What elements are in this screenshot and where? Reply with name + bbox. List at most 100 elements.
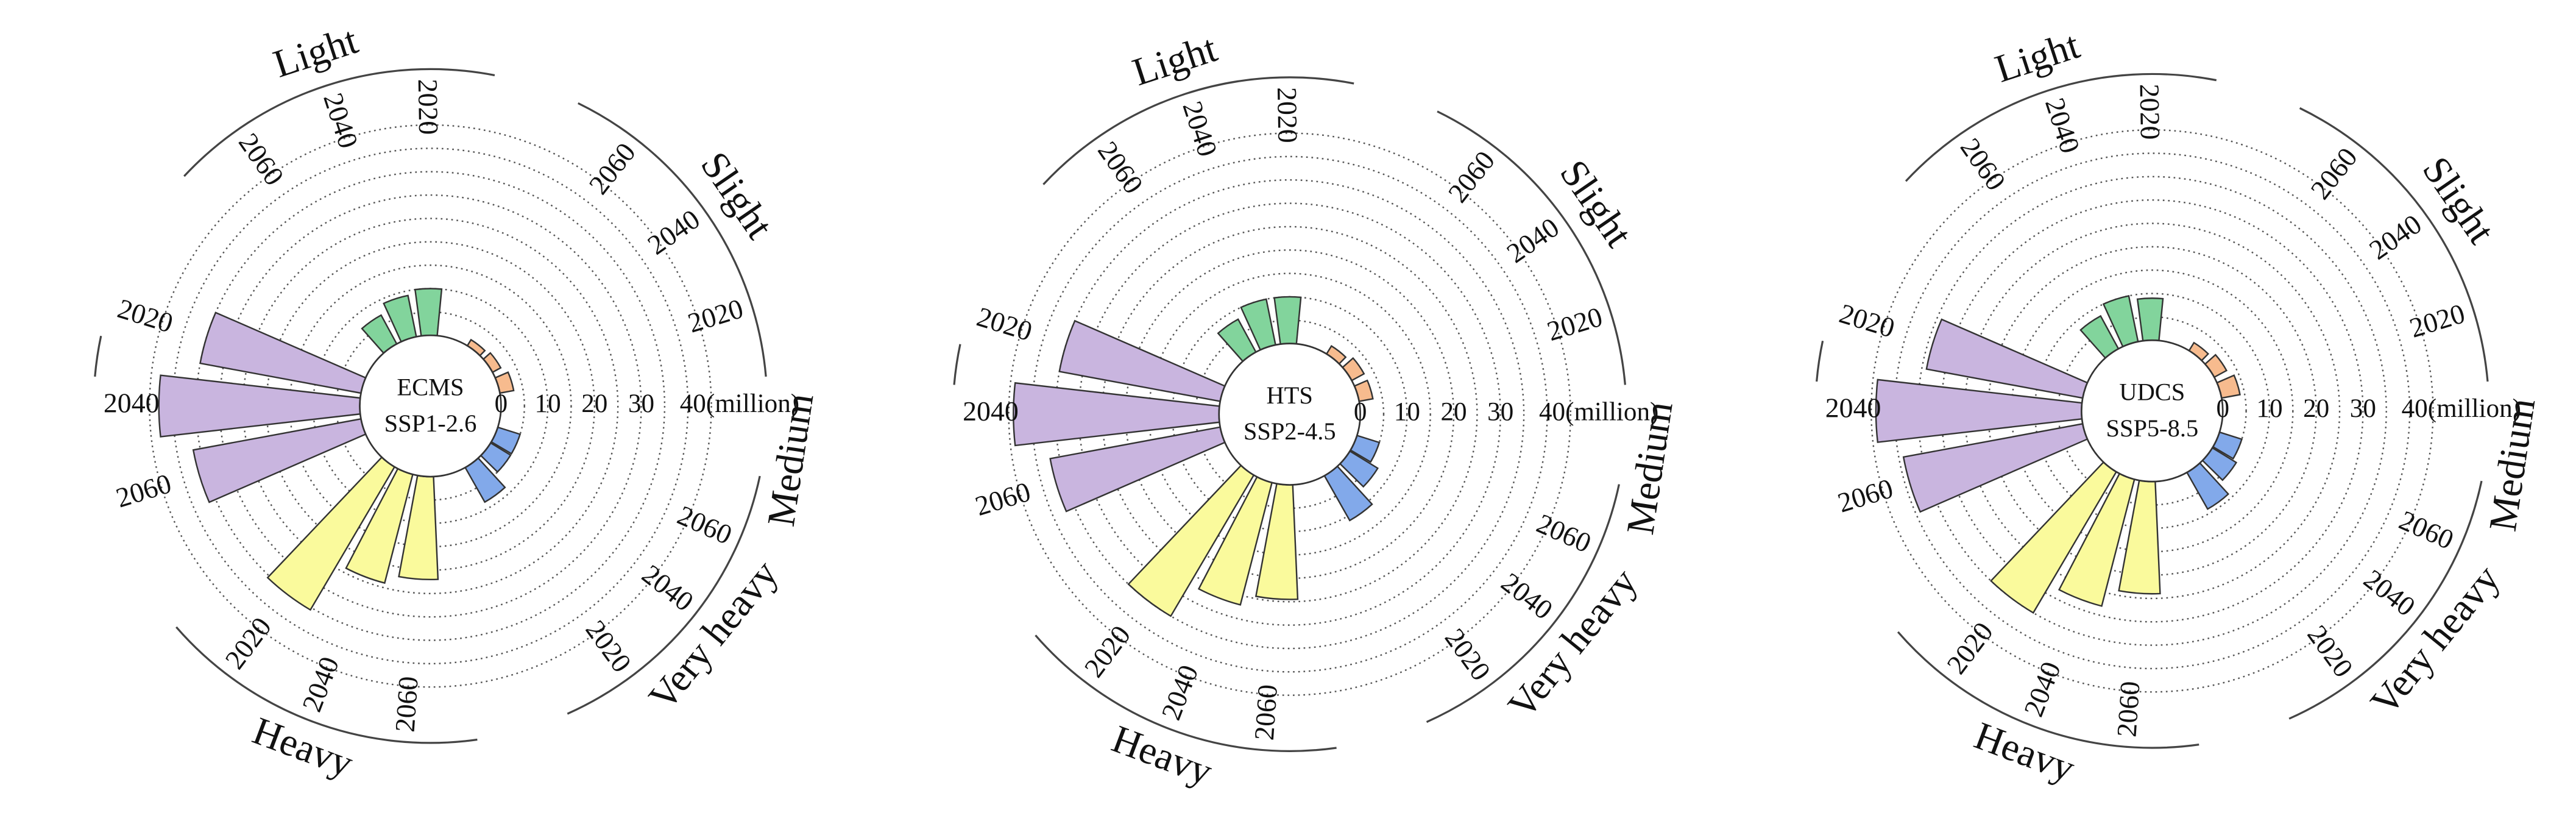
year-label: 2060 [1834, 472, 1897, 519]
center-label: ECMS [397, 373, 464, 400]
group-label: Light [1990, 23, 2085, 91]
r-tick-label: 10 [2256, 394, 2282, 423]
year-label: 2020 [2134, 84, 2166, 140]
year-label: 2020 [974, 301, 1036, 347]
r-tick-label: 0 [495, 389, 508, 418]
bar [199, 311, 367, 394]
year-label: 2040 [1825, 393, 1881, 424]
inner-circle [2081, 339, 2224, 483]
group-arc [1897, 631, 2199, 749]
group-arc [1042, 76, 1354, 185]
year-label: 2020 [2301, 619, 2359, 683]
group-label: Heavy [247, 708, 359, 786]
r-tick-label: 40(million) [680, 389, 799, 418]
bar [414, 288, 443, 337]
r-tick-label: 20 [2303, 394, 2329, 423]
group-arc [2288, 480, 2483, 720]
year-label: 2060 [1955, 132, 2012, 196]
r-tick-label: 40(million) [2402, 394, 2521, 423]
year-label: 2020 [219, 611, 277, 675]
grid-circle [1870, 129, 2434, 693]
grid-circle [1964, 222, 2341, 600]
year-label: 2060 [1442, 145, 1501, 208]
group-arc [175, 626, 478, 744]
year-label: 2060 [2111, 680, 2145, 738]
r-tick-label: 20 [581, 389, 607, 418]
year-label: 2040 [1177, 98, 1223, 160]
bar [2136, 297, 2164, 342]
group-arc [1035, 634, 1337, 752]
grid-circle [195, 171, 666, 641]
group-label: Slight [1552, 152, 1641, 254]
year-label: 2060 [1092, 136, 1149, 199]
year-label: 2040 [296, 653, 345, 716]
year-label: 2040 [2018, 658, 2067, 721]
grid-circle [242, 218, 619, 595]
bar [1058, 319, 1226, 402]
year-label: 2040 [1155, 661, 1204, 724]
group-label: Heavy [1969, 713, 2081, 791]
group-arc [953, 344, 961, 385]
year-label: 2020 [1941, 616, 1999, 680]
year-label: 2060 [233, 127, 290, 191]
center-label: HTS [1266, 382, 1312, 409]
group-arc [1816, 340, 1824, 382]
year-label: 2020 [114, 293, 177, 339]
grid-circle [172, 147, 689, 665]
group-arc [1426, 484, 1620, 723]
year-label: 2060 [389, 675, 424, 733]
bar [1273, 296, 1302, 346]
center-label: SSP5-8.5 [2106, 414, 2198, 442]
bar [1925, 318, 2089, 399]
group-arc [94, 335, 102, 377]
year-label: 2060 [673, 499, 737, 550]
year-label: 2060 [2394, 504, 2458, 555]
r-tick-label: 30 [628, 389, 654, 418]
year-label: 2020 [684, 293, 747, 339]
group-label: Slight [2415, 149, 2504, 251]
year-label: 2040 [104, 388, 160, 419]
r-tick-label: 10 [1394, 398, 1420, 427]
year-label: 2020 [2406, 297, 2469, 344]
r-tick-label: 0 [1354, 398, 1367, 427]
r-tick-label: 20 [1440, 398, 1467, 427]
year-label: 2040 [2039, 94, 2086, 157]
center-label: UDCS [2119, 378, 2185, 406]
year-label: 2060 [582, 137, 642, 201]
year-label: 2040 [963, 396, 1019, 427]
year-label: 2020 [1439, 623, 1497, 686]
year-label: 2040 [2363, 208, 2427, 265]
year-label: 2060 [1248, 683, 1283, 741]
group-arc [183, 68, 495, 177]
group-label: Heavy [1106, 716, 1219, 794]
r-tick-label: 0 [2216, 394, 2229, 423]
r-tick-label: 40(million) [1539, 398, 1658, 427]
year-label: 2040 [2358, 563, 2421, 622]
year-label: 2020 [1272, 87, 1304, 144]
year-label: 2020 [412, 79, 445, 135]
year-label: 2040 [317, 89, 364, 152]
group-label: Light [268, 18, 363, 86]
grid-circle [149, 124, 712, 688]
r-tick-label: 30 [2350, 394, 2376, 423]
year-label: 2040 [642, 203, 705, 260]
grid-circle [1917, 176, 2387, 646]
group-arc [1437, 110, 1626, 385]
group-label: Slight [693, 144, 782, 246]
bar [192, 418, 367, 503]
inner-circle [1218, 343, 1361, 486]
center-label: SSP1-2.6 [384, 410, 477, 437]
group-label: Light [1127, 26, 1222, 94]
group-arc [567, 475, 761, 715]
year-label: 2020 [1078, 620, 1136, 683]
center-label: SSP2-4.5 [1244, 418, 1336, 445]
year-label: 2060 [972, 476, 1035, 522]
year-label: 2020 [1543, 301, 1606, 347]
year-label: 2060 [2304, 142, 2363, 205]
r-tick-label: 10 [535, 389, 561, 418]
group-arc [578, 102, 767, 377]
year-label: 2060 [112, 467, 175, 514]
year-label: 2020 [579, 614, 637, 678]
